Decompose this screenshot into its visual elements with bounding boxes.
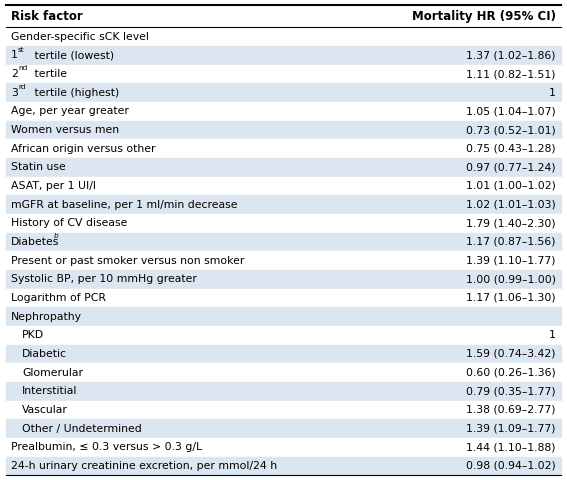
Text: tertile (lowest): tertile (lowest) [31, 50, 115, 60]
Bar [6, 5, 561, 27]
Text: Interstitial: Interstitial [22, 386, 78, 396]
Bar [6, 345, 561, 363]
Text: 1: 1 [11, 50, 18, 60]
Bar [6, 27, 561, 46]
Bar [6, 102, 561, 120]
Bar [6, 382, 561, 401]
Bar [6, 438, 561, 456]
Text: 0.60 (0.26–1.36): 0.60 (0.26–1.36) [466, 368, 556, 378]
Text: History of CV disease: History of CV disease [11, 218, 128, 228]
Bar [6, 419, 561, 438]
Text: 0.79 (0.35–1.77): 0.79 (0.35–1.77) [466, 386, 556, 396]
Text: Nephropathy: Nephropathy [11, 312, 82, 322]
Text: st: st [18, 47, 24, 53]
Bar [6, 120, 561, 139]
Bar [6, 65, 561, 84]
Bar [6, 233, 561, 252]
Text: 1.38 (0.69–2.77): 1.38 (0.69–2.77) [466, 405, 556, 415]
Text: tertile: tertile [31, 69, 67, 79]
Text: 0.97 (0.77–1.24): 0.97 (0.77–1.24) [466, 162, 556, 172]
Text: 1.17 (1.06–1.30): 1.17 (1.06–1.30) [466, 293, 556, 303]
Text: rd: rd [18, 84, 26, 90]
Text: 1.00 (0.99–1.00): 1.00 (0.99–1.00) [466, 274, 556, 284]
Text: 1.59 (0.74–3.42): 1.59 (0.74–3.42) [466, 349, 556, 359]
Text: PKD: PKD [22, 330, 44, 340]
Text: 1.39 (1.09–1.77): 1.39 (1.09–1.77) [466, 423, 556, 433]
Text: 24-h urinary creatinine excretion, per mmol/24 h: 24-h urinary creatinine excretion, per m… [11, 461, 277, 471]
Text: 0.73 (0.52–1.01): 0.73 (0.52–1.01) [466, 125, 556, 135]
Bar [6, 363, 561, 382]
Text: 1.05 (1.04–1.07): 1.05 (1.04–1.07) [466, 107, 556, 116]
Bar [6, 177, 561, 195]
Text: tertile (highest): tertile (highest) [31, 88, 120, 98]
Text: Vascular: Vascular [22, 405, 68, 415]
Text: 1.01 (1.00–1.02): 1.01 (1.00–1.02) [466, 181, 556, 191]
Bar [6, 270, 561, 288]
Bar [6, 326, 561, 345]
Text: Other / Undetermined: Other / Undetermined [22, 423, 142, 433]
Text: Risk factor: Risk factor [11, 10, 83, 23]
Text: Diabetic: Diabetic [22, 349, 67, 359]
Text: African origin versus other: African origin versus other [11, 144, 156, 154]
Bar [6, 401, 561, 419]
Bar [6, 307, 561, 326]
Bar [6, 158, 561, 177]
Text: 0.75 (0.43–1.28): 0.75 (0.43–1.28) [466, 144, 556, 154]
Text: 2: 2 [11, 69, 18, 79]
Text: Diabetes: Diabetes [11, 237, 60, 247]
Text: b: b [53, 233, 58, 240]
Bar [6, 84, 561, 102]
Text: Gender-specific sCK level: Gender-specific sCK level [11, 32, 149, 42]
Text: 1.11 (0.82–1.51): 1.11 (0.82–1.51) [466, 69, 556, 79]
Text: Systolic BP, per 10 mmHg greater: Systolic BP, per 10 mmHg greater [11, 274, 197, 284]
Text: 1.37 (1.02–1.86): 1.37 (1.02–1.86) [466, 50, 556, 60]
Bar [6, 456, 561, 475]
Text: 1.39 (1.10–1.77): 1.39 (1.10–1.77) [466, 256, 556, 265]
Text: 1.79 (1.40–2.30): 1.79 (1.40–2.30) [466, 218, 556, 228]
Text: 1.44 (1.10–1.88): 1.44 (1.10–1.88) [466, 442, 556, 452]
Text: nd: nd [18, 65, 27, 72]
Text: Present or past smoker versus non smoker: Present or past smoker versus non smoker [11, 256, 244, 265]
Bar [6, 139, 561, 158]
Bar [6, 195, 561, 214]
Bar [6, 214, 561, 233]
Text: Mortality HR (95% CI): Mortality HR (95% CI) [412, 10, 556, 23]
Text: 1.17 (0.87–1.56): 1.17 (0.87–1.56) [466, 237, 556, 247]
Text: Logarithm of PCR: Logarithm of PCR [11, 293, 106, 303]
Text: Women versus men: Women versus men [11, 125, 119, 135]
Text: 1.02 (1.01–1.03): 1.02 (1.01–1.03) [466, 200, 556, 210]
Text: Prealbumin, ≤ 0.3 versus > 0.3 g/L: Prealbumin, ≤ 0.3 versus > 0.3 g/L [11, 442, 202, 452]
Text: mGFR at baseline, per 1 ml/min decrease: mGFR at baseline, per 1 ml/min decrease [11, 200, 238, 210]
Text: 1: 1 [549, 330, 556, 340]
Text: Glomerular: Glomerular [22, 368, 83, 378]
Text: Age, per year greater: Age, per year greater [11, 107, 129, 116]
Text: ASAT, per 1 UI/l: ASAT, per 1 UI/l [11, 181, 96, 191]
Bar [6, 46, 561, 65]
Text: 1: 1 [549, 88, 556, 98]
Text: 3: 3 [11, 88, 18, 98]
Bar [6, 252, 561, 270]
Text: Statin use: Statin use [11, 162, 66, 172]
Text: 0.98 (0.94–1.02): 0.98 (0.94–1.02) [466, 461, 556, 471]
Bar [6, 288, 561, 307]
